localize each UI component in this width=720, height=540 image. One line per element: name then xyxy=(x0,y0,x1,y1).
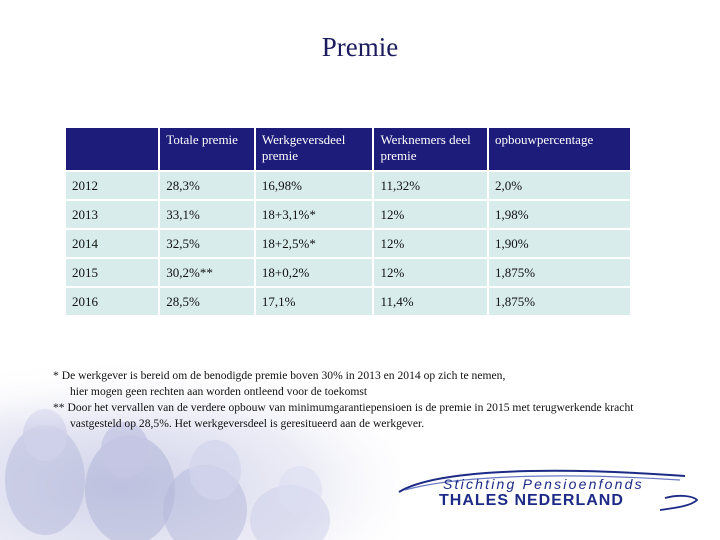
logo-text-stichting: Stichting Pensioenfonds xyxy=(443,476,644,492)
table-cell: 1,875% xyxy=(489,288,630,315)
swoosh-logo-icon xyxy=(398,469,699,511)
background-photo xyxy=(0,360,400,540)
table-cell: 2,0% xyxy=(489,172,630,199)
table-cell: 18+0,2% xyxy=(255,259,373,286)
table-row: 2015 30,2%** 18+0,2% 12% 1,875% xyxy=(66,259,630,286)
table-cell: 12% xyxy=(374,230,488,257)
table-cell: 16,98% xyxy=(255,172,373,199)
table-row: 2013 33,1% 18+3,1%* 12% 1,98% xyxy=(66,201,630,228)
table-cell: 18+2,5%* xyxy=(255,230,373,257)
table-cell: 30,2%** xyxy=(160,259,254,286)
table-cell: 28,3% xyxy=(160,172,254,199)
table-cell: 11,4% xyxy=(374,288,488,315)
footnote-2-line-2: vastgesteld op 28,5%. Het werkgeversdeel… xyxy=(70,417,425,430)
header-cell-werkgeversdeel: Werkgeversdeel premie xyxy=(255,128,373,170)
table-cell: 18+3,1%* xyxy=(255,201,373,228)
logo-text-thales: THALES NEDERLAND xyxy=(439,492,624,509)
table-cell: 28,5% xyxy=(160,288,254,315)
header-cell-year xyxy=(66,128,159,170)
header-cell-opbouwpercentage: opbouwpercentage xyxy=(489,128,630,170)
table-header-row: Totale premie Werkgeversdeel premie Werk… xyxy=(66,128,630,170)
table-cell: 1,875% xyxy=(489,259,630,286)
table-cell: 11,32% xyxy=(374,172,488,199)
table-cell: 2015 xyxy=(66,259,159,286)
table-row: 2012 28,3% 16,98% 11,32% 2,0% xyxy=(66,172,630,199)
table-cell: 1,98% xyxy=(489,201,630,228)
table-cell: 2016 xyxy=(66,288,159,315)
table-cell: 2014 xyxy=(66,230,159,257)
footnote-2-line-1: ** Door het vervallen van de verdere opb… xyxy=(53,401,634,414)
header-cell-totale-premie: Totale premie xyxy=(160,128,254,170)
table-cell: 12% xyxy=(374,201,488,228)
table-cell: 1,90% xyxy=(489,230,630,257)
footnotes: * De werkgever is bereid om de benodigde… xyxy=(53,368,673,432)
table-cell: 33,1% xyxy=(160,201,254,228)
thales-logo: Stichting Pensioenfonds THALES NEDERLAND xyxy=(395,466,700,518)
footnote-1-line-2: hier mogen geen rechten aan worden ontle… xyxy=(70,385,368,398)
table-cell: 17,1% xyxy=(255,288,373,315)
slide-title: Premie xyxy=(321,32,399,62)
table-cell: 2012 xyxy=(66,172,159,199)
header-cell-werknemersdeel: Werknemers deel premie xyxy=(374,128,488,170)
footnote-1-line-1: * De werkgever is bereid om de benodigde… xyxy=(53,369,506,382)
table-row: 2014 32,5% 18+2,5%* 12% 1,90% xyxy=(66,230,630,257)
table-cell: 32,5% xyxy=(160,230,254,257)
table-cell: 2013 xyxy=(66,201,159,228)
premie-table: Totale premie Werkgeversdeel premie Werk… xyxy=(64,126,632,317)
table-cell: 12% xyxy=(374,259,488,286)
table-row: 2016 28,5% 17,1% 11,4% 1,875% xyxy=(66,288,630,315)
